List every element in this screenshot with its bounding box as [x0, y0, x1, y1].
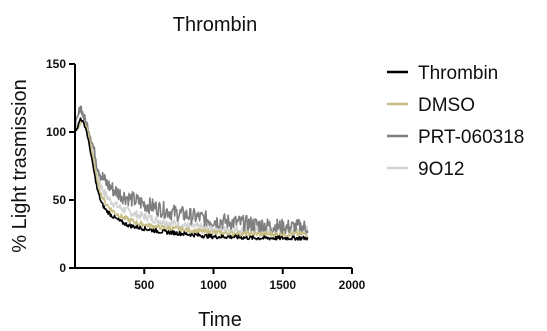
legend-label: Thrombin: [418, 63, 498, 84]
x-tick-label: 500: [134, 278, 154, 292]
y-tick-label: 50: [53, 193, 67, 207]
series-line-9o12: [74, 114, 309, 235]
x-tick-label: 1500: [269, 278, 296, 292]
y-axis-ticks: 0 50 100 150: [46, 57, 75, 275]
y-tick-label: 100: [46, 125, 66, 139]
legend: Thrombin DMSO PRT-060318 9O12: [387, 63, 524, 180]
plot-area: [74, 105, 309, 241]
y-axis-title: % Light trasmission: [9, 79, 31, 252]
chart-title: Thrombin: [173, 14, 257, 36]
x-axis-title: Time: [198, 309, 242, 331]
legend-label: 9O12: [418, 159, 464, 180]
series-line-thrombin: [74, 117, 309, 241]
legend-label: DMSO: [418, 95, 475, 116]
series-line-prt-060318: [74, 105, 309, 236]
x-tick-label: 2000: [339, 278, 366, 292]
x-tick-label: 1000: [200, 278, 227, 292]
x-axis-ticks: 500 1000 1500 2000: [134, 268, 366, 292]
legend-label: PRT-060318: [418, 127, 524, 148]
y-tick-label: 150: [46, 57, 66, 71]
y-tick-label: 0: [59, 261, 66, 275]
series-line-dmso: [74, 120, 309, 238]
